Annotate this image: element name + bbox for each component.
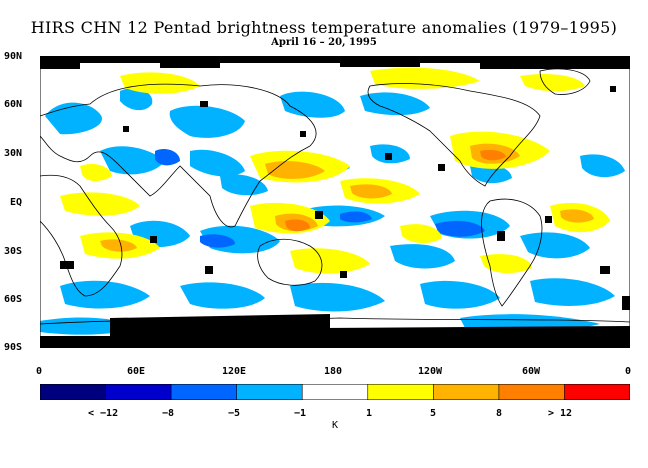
anomaly-map [40, 56, 630, 348]
cbar-label-6: 5 [430, 408, 437, 419]
colorbar-cell [40, 384, 107, 400]
cbar-label-1: < −12 [88, 408, 119, 419]
lat-label-60s: 60S [4, 294, 23, 305]
figure-title: HIRS CHN 12 Pentad brightness temperatur… [30, 18, 618, 37]
coastline-layer [40, 68, 630, 325]
lon-label-180: 180 [324, 366, 343, 377]
colorbar [40, 384, 630, 400]
colorbar-cell [170, 384, 238, 400]
lon-label-0-right: 0 [625, 366, 632, 377]
anomaly-fill-layer [40, 67, 625, 335]
colorbar-cell [367, 384, 435, 400]
lon-label-60w: 60W [522, 366, 541, 377]
colorbar-cell [301, 384, 369, 400]
cbar-label-5: 1 [366, 408, 373, 419]
lat-label-eq: EQ [10, 197, 23, 208]
lat-label-90s: 90S [4, 342, 23, 353]
lon-label-120w: 120W [418, 366, 443, 377]
colorbar-cell [105, 384, 172, 400]
colorbar-cell [498, 384, 566, 400]
lon-label-120e: 120E [222, 366, 247, 377]
lat-label-30n: 30N [4, 148, 23, 159]
cbar-label-7: 8 [496, 408, 503, 419]
lat-label-90n: 90N [4, 51, 23, 62]
cbar-label-3: −5 [228, 408, 241, 419]
colorbar-cell [433, 384, 500, 400]
colorbar-cell [236, 384, 304, 400]
cbar-label-2: −8 [162, 408, 175, 419]
lon-label-0: 0 [36, 366, 43, 377]
cbar-label-8: > 12 [548, 408, 573, 419]
colorbar-unit: K [332, 420, 339, 431]
missing-data-layer [40, 56, 630, 348]
cbar-label-4: −1 [294, 408, 307, 419]
colorbar-cell [564, 384, 630, 400]
lon-label-60e: 60E [127, 366, 146, 377]
figure-subtitle: April 16 – 20, 1995 [271, 37, 377, 48]
lat-label-30s: 30S [4, 246, 23, 257]
lat-label-60n: 60N [4, 99, 23, 110]
